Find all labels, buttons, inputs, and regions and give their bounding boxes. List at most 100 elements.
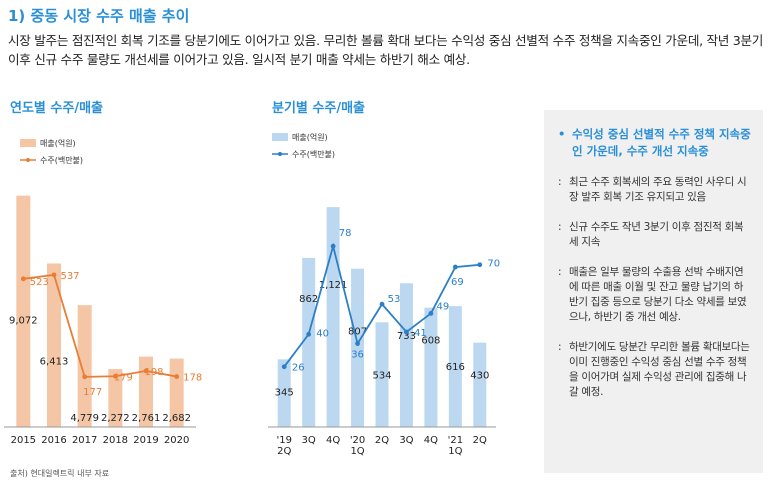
bar-value-label: 733 [397, 331, 416, 342]
bar-value-label: 4,779 [70, 413, 99, 424]
x-tick-label: 1Q [350, 446, 364, 457]
bar-value-label: 534 [372, 370, 391, 381]
x-tick-label: 2017 [72, 435, 97, 446]
x-tick-label: '19 [276, 435, 291, 446]
legend-line-marker [26, 158, 30, 162]
x-tick-label: 4Q [326, 435, 340, 446]
panel-item-mark: : [558, 221, 562, 233]
series-point [404, 329, 409, 335]
series-line [23, 273, 177, 378]
series-point [112, 373, 118, 379]
bar [399, 283, 413, 427]
line-value-label: 49 [437, 301, 450, 312]
bar-value-label: 430 [470, 371, 489, 382]
series-point [281, 364, 287, 370]
bar [108, 369, 123, 427]
series-point [452, 264, 458, 270]
bar [424, 307, 438, 427]
series-point [20, 276, 26, 282]
line-value-label: 177 [83, 387, 102, 398]
line-value-label: 69 [451, 277, 464, 288]
panel-headline: • 수익성 중심 선별적 수주 정책 지속중인 가운데, 수주 개선 지속중 [558, 126, 751, 160]
x-tick-label: 3Q [302, 435, 316, 446]
series-point [82, 374, 88, 380]
line-value-label: 26 [292, 363, 305, 374]
series-point [174, 374, 180, 379]
legend-line-label: 수주(백만불) [40, 155, 83, 165]
source-note: 출처) 현대일렉트릭 내부 자료 [10, 469, 110, 478]
line-value-label: 179 [114, 372, 133, 383]
series-point [477, 262, 483, 268]
line-value-label: 198 [144, 367, 163, 378]
bar-value-label: 2,272 [101, 413, 130, 424]
bar-value-label: 1,121 [319, 280, 348, 291]
panel-item-text: 최근 수주 회복세의 주요 동력인 사우디 시장 발주 회복 기조 유지되고 있… [569, 176, 747, 203]
x-tick-label: 2Q [375, 435, 389, 446]
bar-value-label: 6,413 [40, 356, 69, 367]
panel-item: : 신규 수주도 작년 3분기 이후 점진적 회복세 지속 [558, 220, 751, 250]
line-value-label: 70 [487, 259, 500, 270]
series-point [355, 341, 360, 346]
x-tick-label: 1Q [448, 446, 462, 457]
line-value-label: 523 [30, 277, 49, 288]
series-point [51, 272, 57, 278]
legend-line-label: 수주(백만불) [292, 149, 335, 159]
panel-item: : 최근 수주 회복세의 주요 동력인 사우디 시장 발주 회복 기조 유지되고… [558, 175, 751, 205]
bar-value-label: 9,072 [9, 316, 38, 327]
x-tick-label: 2016 [41, 435, 66, 446]
panel-item: : 매출은 일부 물량의 수출용 선박 수배지연에 따른 매출 이월 및 잔고 … [558, 265, 751, 325]
bar-value-label: 807 [348, 327, 367, 338]
panel-headline-text: 수익성 중심 선별적 수주 정책 지속중인 가운데, 수주 개선 지속중 [572, 127, 751, 158]
bar [16, 195, 31, 427]
bar [139, 356, 153, 427]
line-value-label: 178 [183, 373, 202, 384]
x-tick-label: '21 [448, 435, 463, 446]
bar-value-label: 345 [275, 387, 294, 398]
bar [326, 207, 340, 427]
page-title: 1) 중동 시장 수주 매출 추이 [8, 7, 190, 25]
bar [351, 268, 365, 427]
x-tick-label: 2Q [473, 435, 487, 446]
line-value-label: 36 [351, 350, 364, 361]
bar-value-label: 616 [446, 362, 465, 373]
line-value-label: 53 [388, 294, 401, 305]
bar [77, 305, 92, 427]
bar [302, 257, 316, 427]
bar [375, 322, 389, 427]
panel-item-mark: : [558, 341, 562, 353]
x-tick-label: '20 [350, 435, 365, 446]
annual-chart: 매출(억원) 수주(백만불) 9,072 6,413 4,779 2,272 2,761 2,… [4, 138, 202, 446]
panel-item-text: 매출은 일부 물량의 수출용 선박 수배지연에 따른 매출 이월 및 잔고 물량… [569, 266, 747, 323]
bar [277, 359, 291, 427]
x-tick-label: 2Q [277, 446, 291, 457]
panel-item-mark: : [558, 176, 562, 188]
x-tick-label: 2019 [133, 435, 158, 446]
series-point [428, 311, 434, 316]
series-point [330, 243, 336, 249]
legend-bar-label: 매출(억원) [40, 138, 76, 148]
x-tick-label: 2018 [103, 435, 128, 446]
panel-item: : 하반기에도 당분간 무리한 볼륨 확대보다는 이미 진행중인 수익성 중심 … [558, 340, 751, 400]
legend-line-marker [278, 152, 282, 156]
x-tick-label: 3Q [399, 435, 413, 446]
legend-bar-label: 매출(억원) [292, 132, 328, 142]
bar-value-label: 862 [299, 294, 318, 305]
line-value-label: 41 [414, 328, 427, 339]
bar-value-label: 2,761 [132, 413, 161, 424]
bar [47, 263, 61, 427]
panel-item-text: 하반기에도 당분간 무리한 볼륨 확대보다는 이미 진행중인 수익성 중심 선별… [569, 341, 750, 398]
annual-chart-title: 연도별 수주/매출 [10, 101, 103, 116]
insight-panel: • 수익성 중심 선별적 수주 정책 지속중인 가운데, 수주 개선 지속중 :… [544, 110, 763, 473]
bar-value-label: 608 [421, 336, 440, 347]
bar [473, 342, 487, 427]
x-tick-label: 2020 [164, 435, 189, 446]
series-point [379, 301, 385, 307]
legend-bar-swatch [20, 139, 36, 147]
panel-bullet: • [558, 127, 566, 141]
legend-bar-swatch [272, 133, 288, 141]
quarterly-chart-title: 분기별 수주/매출 [272, 101, 365, 116]
bar-value-label: 2,682 [162, 413, 191, 424]
line-value-label: 537 [60, 271, 79, 282]
panel-item-mark: : [558, 266, 562, 278]
